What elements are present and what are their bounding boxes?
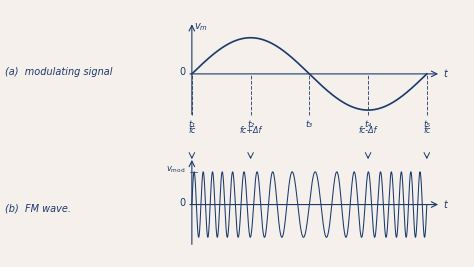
Text: 0: 0 [180,198,186,208]
Text: t: t [443,69,447,79]
Text: t₄: t₄ [365,120,372,129]
Text: t₃: t₃ [306,120,313,129]
Text: fᴄ-Δf: fᴄ-Δf [359,126,377,135]
Text: t: t [443,199,447,210]
Text: $v_m$: $v_m$ [194,21,208,33]
Text: t₁: t₁ [188,120,195,129]
Text: (a)  modulating signal: (a) modulating signal [5,67,112,77]
Text: fᴄ: fᴄ [188,126,195,135]
Text: fᴄ: fᴄ [423,126,430,135]
Text: $v_{\mathrm{mod}}$: $v_{\mathrm{mod}}$ [166,165,186,175]
Text: fᴄ+Δf: fᴄ+Δf [239,126,262,135]
Text: t₅: t₅ [423,120,430,129]
Text: 0: 0 [180,67,186,77]
Text: t₂: t₂ [247,120,254,129]
Text: (b)  FM wave.: (b) FM wave. [5,203,71,213]
